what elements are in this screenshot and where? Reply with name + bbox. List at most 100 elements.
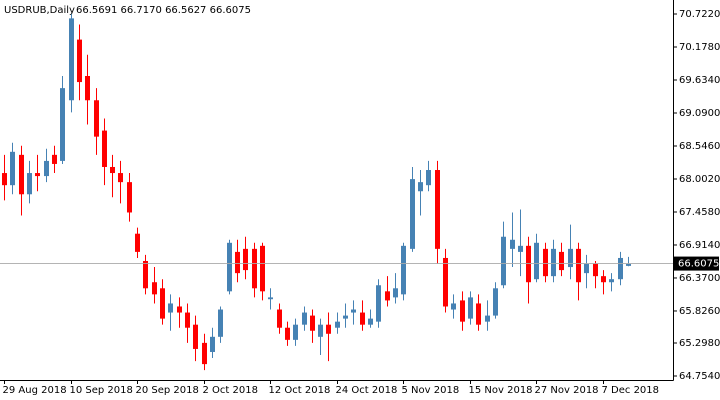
candle-body xyxy=(10,151,15,186)
candle-body xyxy=(326,324,331,334)
candle-body xyxy=(460,300,465,322)
candle-body xyxy=(118,173,123,183)
candle-body xyxy=(435,170,440,249)
candle-body xyxy=(343,315,348,319)
y-tick-label: 66.9140 xyxy=(679,240,720,251)
candle-body xyxy=(410,179,415,249)
candle-body xyxy=(293,324,298,340)
y-tick-label: 70.1780 xyxy=(679,42,720,53)
symbol: USDRUB,Daily xyxy=(4,5,75,16)
candle-body xyxy=(451,303,456,310)
candle-body xyxy=(568,248,573,268)
candle-body xyxy=(376,285,381,322)
candle-body xyxy=(443,257,448,307)
candle-body xyxy=(210,336,215,352)
candle-body xyxy=(2,173,7,186)
x-tick-label: 29 Aug 2018 xyxy=(3,385,67,396)
y-tick-label: 66.3700 xyxy=(679,273,720,284)
last-price-label: 66.6075 xyxy=(678,259,719,270)
candle-body xyxy=(285,327,290,340)
candle-body xyxy=(44,160,49,177)
x-tick-label: 2 Oct 2018 xyxy=(203,385,258,396)
candle-body xyxy=(302,312,307,325)
candle-body xyxy=(243,248,248,271)
candle-body xyxy=(110,166,115,174)
candle-body xyxy=(35,173,40,177)
candle-body xyxy=(160,288,165,319)
candle-body xyxy=(85,76,90,101)
y-tick-label: 69.6340 xyxy=(679,75,720,86)
x-tick-label: 27 Nov 2018 xyxy=(535,385,599,396)
candle-body xyxy=(501,236,506,286)
candle-body xyxy=(143,260,148,289)
candle-body xyxy=(310,315,315,331)
candle-body xyxy=(476,303,481,325)
candle-body xyxy=(401,245,406,295)
y-tick-label: 68.0020 xyxy=(679,174,720,185)
candle-body xyxy=(510,239,515,249)
x-tick-label: 5 Nov 2018 xyxy=(402,385,460,396)
x-tick-label: 12 Oct 2018 xyxy=(269,385,331,396)
y-tick-label: 65.8260 xyxy=(679,306,720,317)
x-tick-label: 7 Dec 2018 xyxy=(602,385,660,396)
candle-body xyxy=(19,154,24,195)
candle-body xyxy=(177,306,182,313)
candle-body xyxy=(135,233,140,252)
candle-body xyxy=(584,264,589,274)
candle-body xyxy=(385,291,390,301)
x-tick-label: 24 Oct 2018 xyxy=(336,385,398,396)
candle-body xyxy=(94,100,99,137)
candle-body xyxy=(418,182,423,192)
last-price-box xyxy=(674,256,719,271)
candle-body xyxy=(518,245,523,252)
candle-body xyxy=(193,324,198,349)
candle-body xyxy=(252,248,257,289)
candle-body xyxy=(335,321,340,328)
candle-body xyxy=(609,279,614,283)
candle-body xyxy=(626,263,631,266)
candle-body xyxy=(77,39,82,83)
candle-body xyxy=(351,309,356,313)
candle-body xyxy=(543,248,548,277)
y-tick-label: 67.4580 xyxy=(679,207,720,218)
candle-body xyxy=(534,242,539,280)
candle-body xyxy=(152,282,157,295)
x-tick-label: 15 Nov 2018 xyxy=(469,385,533,396)
candle-body xyxy=(260,245,265,292)
candle-body xyxy=(601,276,606,283)
candle-body xyxy=(360,312,365,325)
y-tick-label: 70.7220 xyxy=(679,9,720,20)
y-tick-label: 68.5460 xyxy=(679,141,720,152)
candle-body xyxy=(102,130,107,167)
candle-body xyxy=(60,88,65,161)
candle-body xyxy=(593,264,598,277)
candle-body xyxy=(218,309,223,337)
candle-body xyxy=(52,154,57,164)
candle-body xyxy=(318,324,323,337)
candle-body xyxy=(618,257,623,280)
candle-body xyxy=(227,242,232,292)
candle-body xyxy=(468,297,473,319)
candle-body xyxy=(127,182,132,213)
candle-body xyxy=(576,248,581,283)
candle-body xyxy=(235,251,240,274)
candle-body xyxy=(426,170,431,186)
candle-body xyxy=(559,251,564,271)
x-tick-label: 10 Sep 2018 xyxy=(70,385,133,396)
candle-body xyxy=(69,18,74,101)
candle-body xyxy=(493,288,498,316)
candle-body xyxy=(27,173,32,195)
candle-body xyxy=(268,297,273,300)
candle-body xyxy=(393,288,398,298)
ohlc-header: 66.5691 66.7170 66.5627 66.6075 xyxy=(76,5,251,16)
candle-body xyxy=(185,312,190,328)
candle-body xyxy=(202,342,207,365)
candle-body xyxy=(526,245,531,283)
candle-body xyxy=(368,318,373,325)
y-tick-label: 64.7540 xyxy=(679,371,720,382)
y-tick-label: 65.2980 xyxy=(679,338,720,349)
candle-body xyxy=(551,248,556,277)
candle-body xyxy=(168,303,173,313)
